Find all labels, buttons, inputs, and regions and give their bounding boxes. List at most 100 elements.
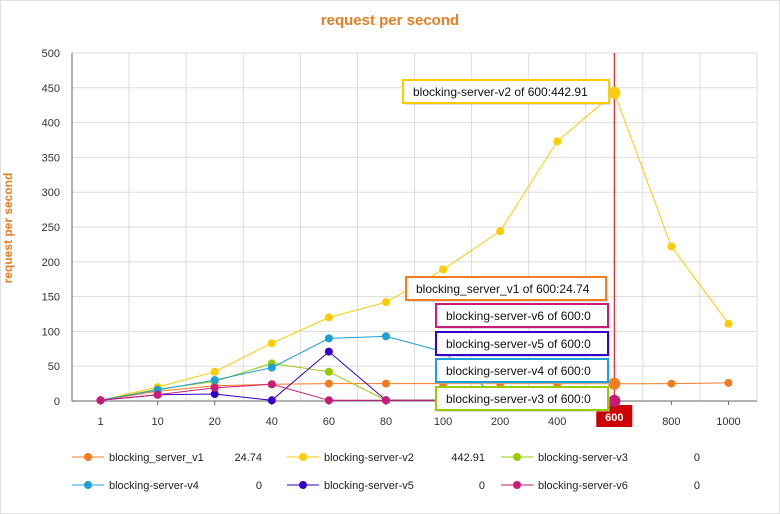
tooltip-2: blocking-server-v2 of 600:442.91: [402, 79, 611, 105]
data-point: [267, 380, 276, 389]
x-tick-label: 200: [491, 416, 509, 428]
legend-label: blocking-server-v4: [109, 480, 199, 492]
legend-item-5: blocking-server-v5 0: [287, 480, 485, 492]
legend-marker: [299, 453, 307, 461]
legend-value: 0: [479, 480, 485, 492]
data-point: [381, 332, 390, 341]
data-point: [381, 379, 390, 388]
y-tick-label: 400: [42, 118, 60, 130]
tooltip-box: [435, 386, 609, 411]
legend-item-4: blocking-server-v4 0: [72, 480, 262, 492]
data-point: [324, 396, 333, 405]
x-tick-label: 100: [434, 416, 452, 428]
data-point: [667, 379, 676, 388]
legend-item-6: blocking-server-v6 0: [501, 480, 700, 492]
x-tick-label: 40: [266, 416, 278, 428]
legend-value: 0: [694, 480, 700, 492]
legend-label: blocking-server-v5: [324, 480, 414, 492]
y-tick-label: 450: [42, 83, 60, 95]
x-tick-label: 600: [605, 412, 623, 424]
data-point: [324, 379, 333, 388]
y-tick-label: 50: [48, 361, 60, 373]
data-point: [267, 339, 276, 348]
y-tick-label: 150: [42, 292, 60, 304]
tooltip-6: blocking-server-v6 of 600:0: [435, 303, 610, 329]
data-point: [210, 390, 219, 399]
data-point: [267, 363, 276, 372]
legend-item-2: blocking-server-v2 442.91: [287, 452, 485, 464]
y-tick-label: 0: [54, 396, 60, 408]
legend-marker: [513, 453, 521, 461]
axes: 0 50 100 150 200 250 300 350 400 450 500 1 10 20 40 60 8…: [42, 48, 757, 428]
data-point: [667, 242, 676, 251]
tooltip-text: blocking-server-v4 of 600:0: [446, 364, 591, 378]
x-tick-label: 1: [97, 416, 103, 428]
data-point: [496, 227, 505, 236]
x-tick-label: 800: [662, 416, 680, 428]
legend-label: blocking_server_v1: [109, 452, 204, 464]
tooltip-text: blocking-server-v3 of 600:0: [446, 392, 591, 406]
data-point: [210, 367, 219, 376]
data-point: [210, 383, 219, 392]
tooltip-1: blocking_server_v1 of 600:24.74: [405, 276, 608, 302]
x-tick-label: 20: [209, 416, 221, 428]
tooltip-box: [435, 331, 609, 356]
x-tick-label: 60: [323, 416, 335, 428]
data-point: [608, 395, 621, 407]
legend-value: 0: [694, 452, 700, 464]
legend: blocking_server_v1 24.74 blocking-server-v…: [72, 452, 700, 492]
y-tick-label: 500: [42, 48, 60, 60]
legend-label: blocking-server-v3: [538, 452, 628, 464]
tooltip-box: [402, 79, 610, 104]
tooltip-3: blocking-server-v3 of 600:0: [435, 386, 610, 412]
chart-title: request per second: [320, 12, 460, 29]
tooltip-box: [435, 358, 609, 383]
tooltips: blocking-server-v6 of 600:0 blocking-serv…: [402, 79, 611, 412]
y-tick-label: 350: [42, 152, 60, 164]
legend-label: blocking-server-v6: [538, 480, 628, 492]
legend-item-3: blocking-server-v3 0: [501, 452, 700, 464]
data-point: [324, 313, 333, 322]
data-point: [724, 378, 733, 387]
legend-marker: [513, 481, 521, 489]
data-point: [210, 376, 219, 385]
x-tick-label: 400: [548, 416, 566, 428]
y-tick-label: 300: [42, 187, 60, 199]
tooltip-4: blocking-server-v4 of 600:0: [435, 358, 610, 384]
y-tick-label: 100: [42, 326, 60, 338]
x-tick-label: 1000: [716, 416, 740, 428]
legend-value: 442.91: [451, 452, 485, 464]
legend-value: 0: [256, 480, 262, 492]
legend-value: 24.74: [234, 452, 262, 464]
tooltip-box: [405, 276, 607, 301]
grid: [71, 52, 758, 402]
legend-marker: [84, 481, 92, 489]
data-point: [439, 265, 448, 274]
data-point: [153, 390, 162, 399]
data-point: [324, 347, 333, 356]
legend-label: blocking-server-v2: [324, 452, 414, 464]
legend-marker: [299, 481, 307, 489]
tooltip-text: blocking-server-v2 of 600:442.91: [413, 85, 588, 99]
series-line-1: [100, 382, 729, 401]
legend-item-1: blocking_server_v1 24.74: [72, 452, 262, 464]
tooltip-text: blocking_server_v1 of 600:24.74: [416, 282, 590, 296]
data-point: [267, 396, 276, 405]
data-point: [553, 137, 562, 146]
tooltip-5: blocking-server-v5 of 600:0: [435, 331, 610, 357]
legend-marker: [84, 453, 92, 461]
x-tick-label: 80: [380, 416, 392, 428]
data-point: [96, 396, 105, 405]
y-tick-label: 250: [42, 222, 60, 234]
tooltip-text: blocking-server-v6 of 600:0: [446, 309, 591, 323]
data-point: [324, 367, 333, 376]
data-point: [724, 319, 733, 328]
tooltip-box: [435, 303, 609, 328]
data-point: [381, 298, 390, 307]
x-tick-label: 10: [152, 416, 164, 428]
data-point: [608, 86, 621, 99]
data-point: [608, 377, 621, 390]
data-point: [381, 396, 390, 405]
data-point: [324, 334, 333, 343]
